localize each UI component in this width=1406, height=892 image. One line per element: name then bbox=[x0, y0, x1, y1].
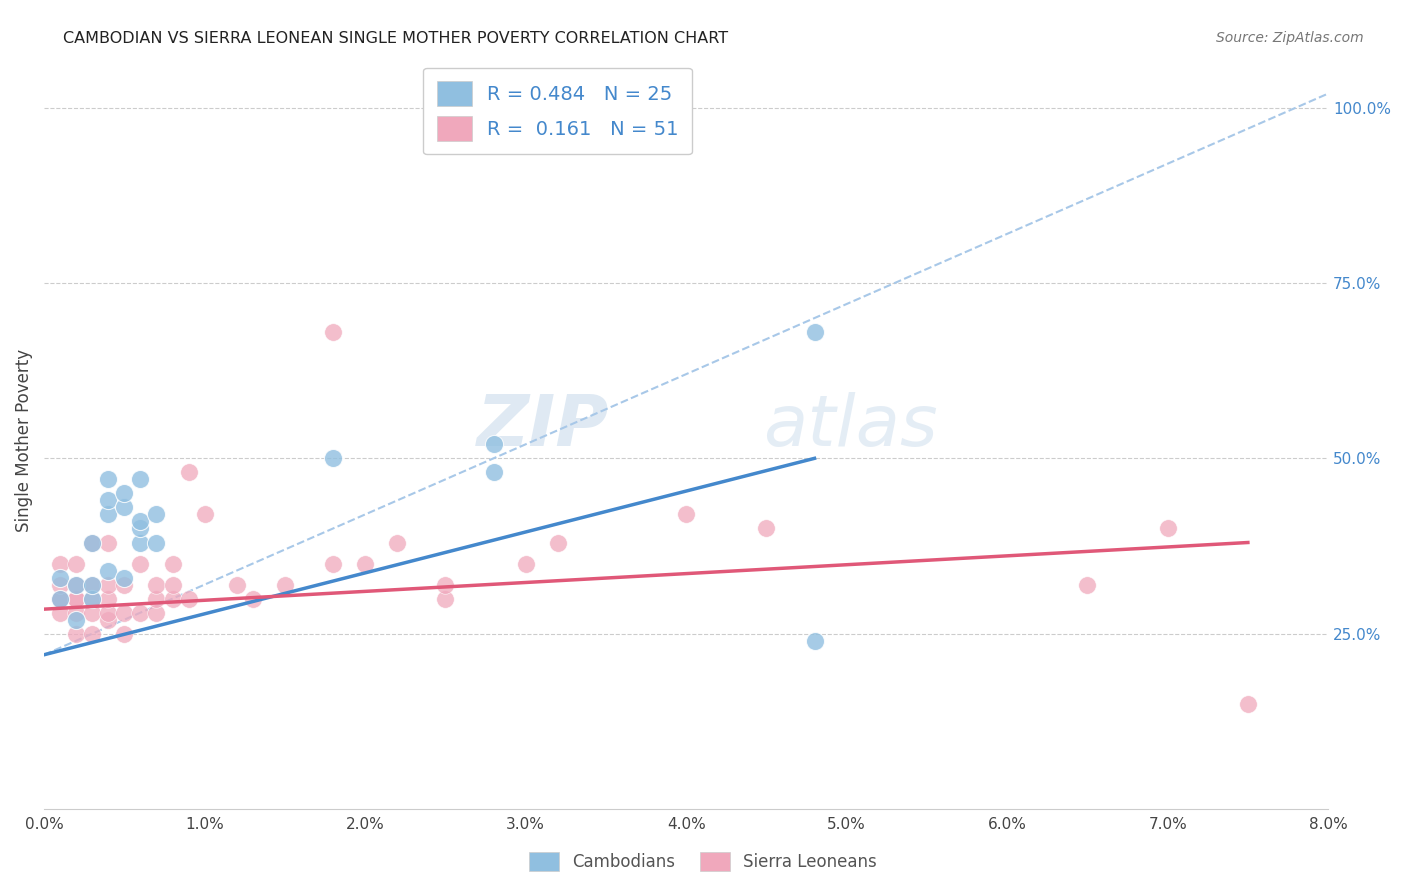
Point bbox=[97, 606, 120, 620]
Point bbox=[129, 535, 152, 549]
Text: atlas: atlas bbox=[763, 392, 938, 460]
Point bbox=[82, 577, 104, 591]
Point bbox=[82, 626, 104, 640]
Point bbox=[434, 577, 457, 591]
Point bbox=[803, 325, 825, 339]
Point bbox=[97, 508, 120, 522]
Point bbox=[129, 606, 152, 620]
Point bbox=[242, 591, 264, 606]
Point bbox=[82, 591, 104, 606]
Point bbox=[65, 577, 87, 591]
Point bbox=[145, 577, 167, 591]
Point bbox=[177, 466, 200, 480]
Text: ZIP: ZIP bbox=[477, 392, 609, 460]
Point bbox=[129, 472, 152, 486]
Point bbox=[354, 557, 377, 571]
Point bbox=[49, 591, 72, 606]
Point bbox=[65, 613, 87, 627]
Point bbox=[515, 557, 537, 571]
Point bbox=[755, 521, 778, 535]
Point bbox=[129, 515, 152, 529]
Point bbox=[82, 591, 104, 606]
Point bbox=[482, 466, 505, 480]
Point bbox=[112, 606, 135, 620]
Point bbox=[1237, 697, 1260, 711]
Point bbox=[162, 557, 184, 571]
Point bbox=[65, 606, 87, 620]
Point bbox=[97, 535, 120, 549]
Point bbox=[65, 557, 87, 571]
Point bbox=[322, 451, 344, 466]
Point bbox=[145, 606, 167, 620]
Point bbox=[82, 535, 104, 549]
Point bbox=[547, 535, 569, 549]
Point bbox=[322, 325, 344, 339]
Point bbox=[65, 591, 87, 606]
Point bbox=[49, 571, 72, 585]
Point bbox=[49, 591, 72, 606]
Point bbox=[112, 577, 135, 591]
Point bbox=[65, 626, 87, 640]
Point bbox=[145, 535, 167, 549]
Point bbox=[97, 564, 120, 578]
Point bbox=[97, 493, 120, 508]
Point bbox=[194, 508, 217, 522]
Point bbox=[1076, 577, 1098, 591]
Point bbox=[129, 521, 152, 535]
Point bbox=[82, 606, 104, 620]
Point bbox=[97, 472, 120, 486]
Point bbox=[49, 591, 72, 606]
Point bbox=[274, 577, 297, 591]
Point bbox=[177, 591, 200, 606]
Point bbox=[65, 577, 87, 591]
Point bbox=[162, 577, 184, 591]
Point bbox=[803, 633, 825, 648]
Point bbox=[49, 557, 72, 571]
Point bbox=[97, 591, 120, 606]
Point bbox=[49, 577, 72, 591]
Point bbox=[112, 500, 135, 515]
Point bbox=[387, 535, 409, 549]
Point bbox=[322, 557, 344, 571]
Point bbox=[97, 577, 120, 591]
Point bbox=[49, 606, 72, 620]
Point bbox=[434, 591, 457, 606]
Point bbox=[112, 486, 135, 500]
Point bbox=[675, 508, 697, 522]
Point bbox=[97, 613, 120, 627]
Point bbox=[112, 626, 135, 640]
Point bbox=[225, 577, 247, 591]
Point bbox=[112, 571, 135, 585]
Point bbox=[162, 591, 184, 606]
Legend: Cambodians, Sierra Leoneans: Cambodians, Sierra Leoneans bbox=[520, 843, 886, 880]
Text: CAMBODIAN VS SIERRA LEONEAN SINGLE MOTHER POVERTY CORRELATION CHART: CAMBODIAN VS SIERRA LEONEAN SINGLE MOTHE… bbox=[63, 31, 728, 46]
Point bbox=[145, 591, 167, 606]
Point bbox=[482, 437, 505, 451]
Point bbox=[129, 557, 152, 571]
Legend: R = 0.484   N = 25, R =  0.161   N = 51: R = 0.484 N = 25, R = 0.161 N = 51 bbox=[423, 68, 692, 154]
Point bbox=[82, 535, 104, 549]
Y-axis label: Single Mother Poverty: Single Mother Poverty bbox=[15, 350, 32, 533]
Point bbox=[65, 591, 87, 606]
Point bbox=[145, 508, 167, 522]
Point bbox=[1156, 521, 1178, 535]
Point bbox=[82, 577, 104, 591]
Text: Source: ZipAtlas.com: Source: ZipAtlas.com bbox=[1216, 31, 1364, 45]
